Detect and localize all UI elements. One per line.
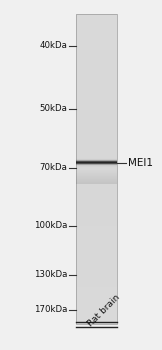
Bar (76, 173, 117, 174)
Bar (76, 172, 117, 173)
Text: MEI1: MEI1 (128, 158, 153, 168)
Bar (76, 162, 117, 163)
Bar (76, 155, 117, 156)
Bar (76, 169, 117, 170)
Text: 70kDa: 70kDa (39, 163, 67, 173)
Bar (76, 163, 117, 164)
Bar (76, 167, 117, 168)
Bar (76, 176, 117, 177)
Bar (76, 175, 117, 176)
Text: 130kDa: 130kDa (34, 270, 67, 279)
Bar (76, 169, 117, 170)
Bar (76, 163, 117, 164)
Bar (76, 160, 117, 161)
Text: 170kDa: 170kDa (34, 305, 67, 314)
Text: 50kDa: 50kDa (39, 104, 67, 113)
Bar (76, 181, 117, 182)
Bar (76, 158, 117, 159)
Bar (76, 159, 117, 160)
Bar (76, 157, 117, 158)
Text: 40kDa: 40kDa (39, 41, 67, 50)
Bar (76, 170, 117, 171)
Bar (76, 161, 117, 162)
Bar (76, 164, 117, 165)
Bar (76, 156, 117, 157)
Bar (76, 178, 117, 179)
Bar (76, 168, 117, 169)
Text: 100kDa: 100kDa (34, 221, 67, 230)
Bar (76, 171, 117, 172)
Text: Rat brain: Rat brain (86, 293, 122, 328)
Bar (76, 180, 117, 181)
Bar (76, 174, 117, 175)
Bar (76, 177, 117, 178)
Bar (76, 182, 117, 183)
Bar (76, 14, 117, 324)
Bar (76, 166, 117, 167)
Bar (76, 179, 117, 180)
Bar (76, 173, 117, 174)
Bar (76, 165, 117, 166)
Bar (76, 183, 117, 184)
